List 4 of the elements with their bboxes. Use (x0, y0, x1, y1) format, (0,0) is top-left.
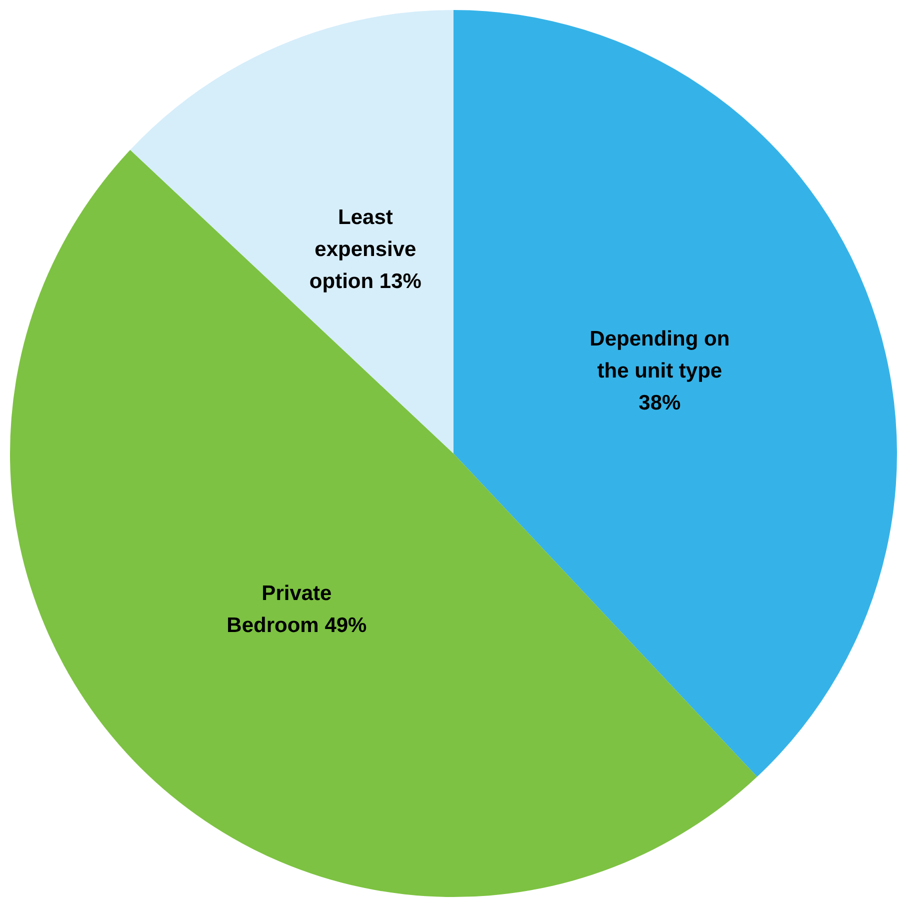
slice-label: Depending on the unit type (590, 328, 730, 383)
slice-label: Private Bedroom 49% (226, 582, 368, 638)
data-label: 38% (638, 392, 682, 415)
slice-label: Least expensive option 13% (309, 206, 422, 293)
